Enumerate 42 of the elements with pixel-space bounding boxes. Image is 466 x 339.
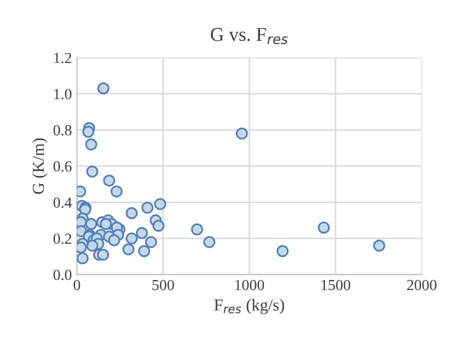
x-tick-label: 1000 [235,280,264,290]
point [85,218,98,230]
point [236,128,248,140]
point [82,126,94,138]
point [141,202,154,214]
point [126,207,138,220]
point [97,248,110,261]
point [276,245,289,258]
chart-title: G vs. F$_{res}$ [210,28,288,44]
point [138,245,150,258]
point [191,223,204,236]
x-tick-label: 1500 [322,280,350,290]
point [126,232,138,244]
point [373,240,386,252]
y-tick-label: 1.0 [54,88,72,100]
point [86,240,98,252]
point [97,82,110,94]
point [76,252,89,264]
point [122,243,134,256]
point [108,234,120,246]
point [318,222,330,234]
y-tick-label: 0.4 [54,197,72,208]
point [103,174,116,187]
y-tick-label: 0.8 [54,125,72,136]
point [110,185,123,198]
y-tick-label: 0.6 [54,161,72,172]
x-tick-label: 0 [74,280,80,290]
point [86,166,98,178]
x-tick-label: 500 [152,280,174,290]
point [100,218,112,230]
x-axis-title: F$_{res}$ (kg/s) [214,298,284,314]
y-tick-label: 0.2 [54,234,72,244]
point [145,236,158,248]
x-tick-label: 2000 [407,280,436,290]
y-tick-label: 0.0 [54,270,72,280]
y-axis-title: G (K/m) [32,138,48,194]
y-tick-label: 1.2 [54,52,72,64]
point [136,227,148,239]
point [154,198,166,210]
point [152,220,164,232]
point [203,236,216,248]
point [85,138,98,150]
